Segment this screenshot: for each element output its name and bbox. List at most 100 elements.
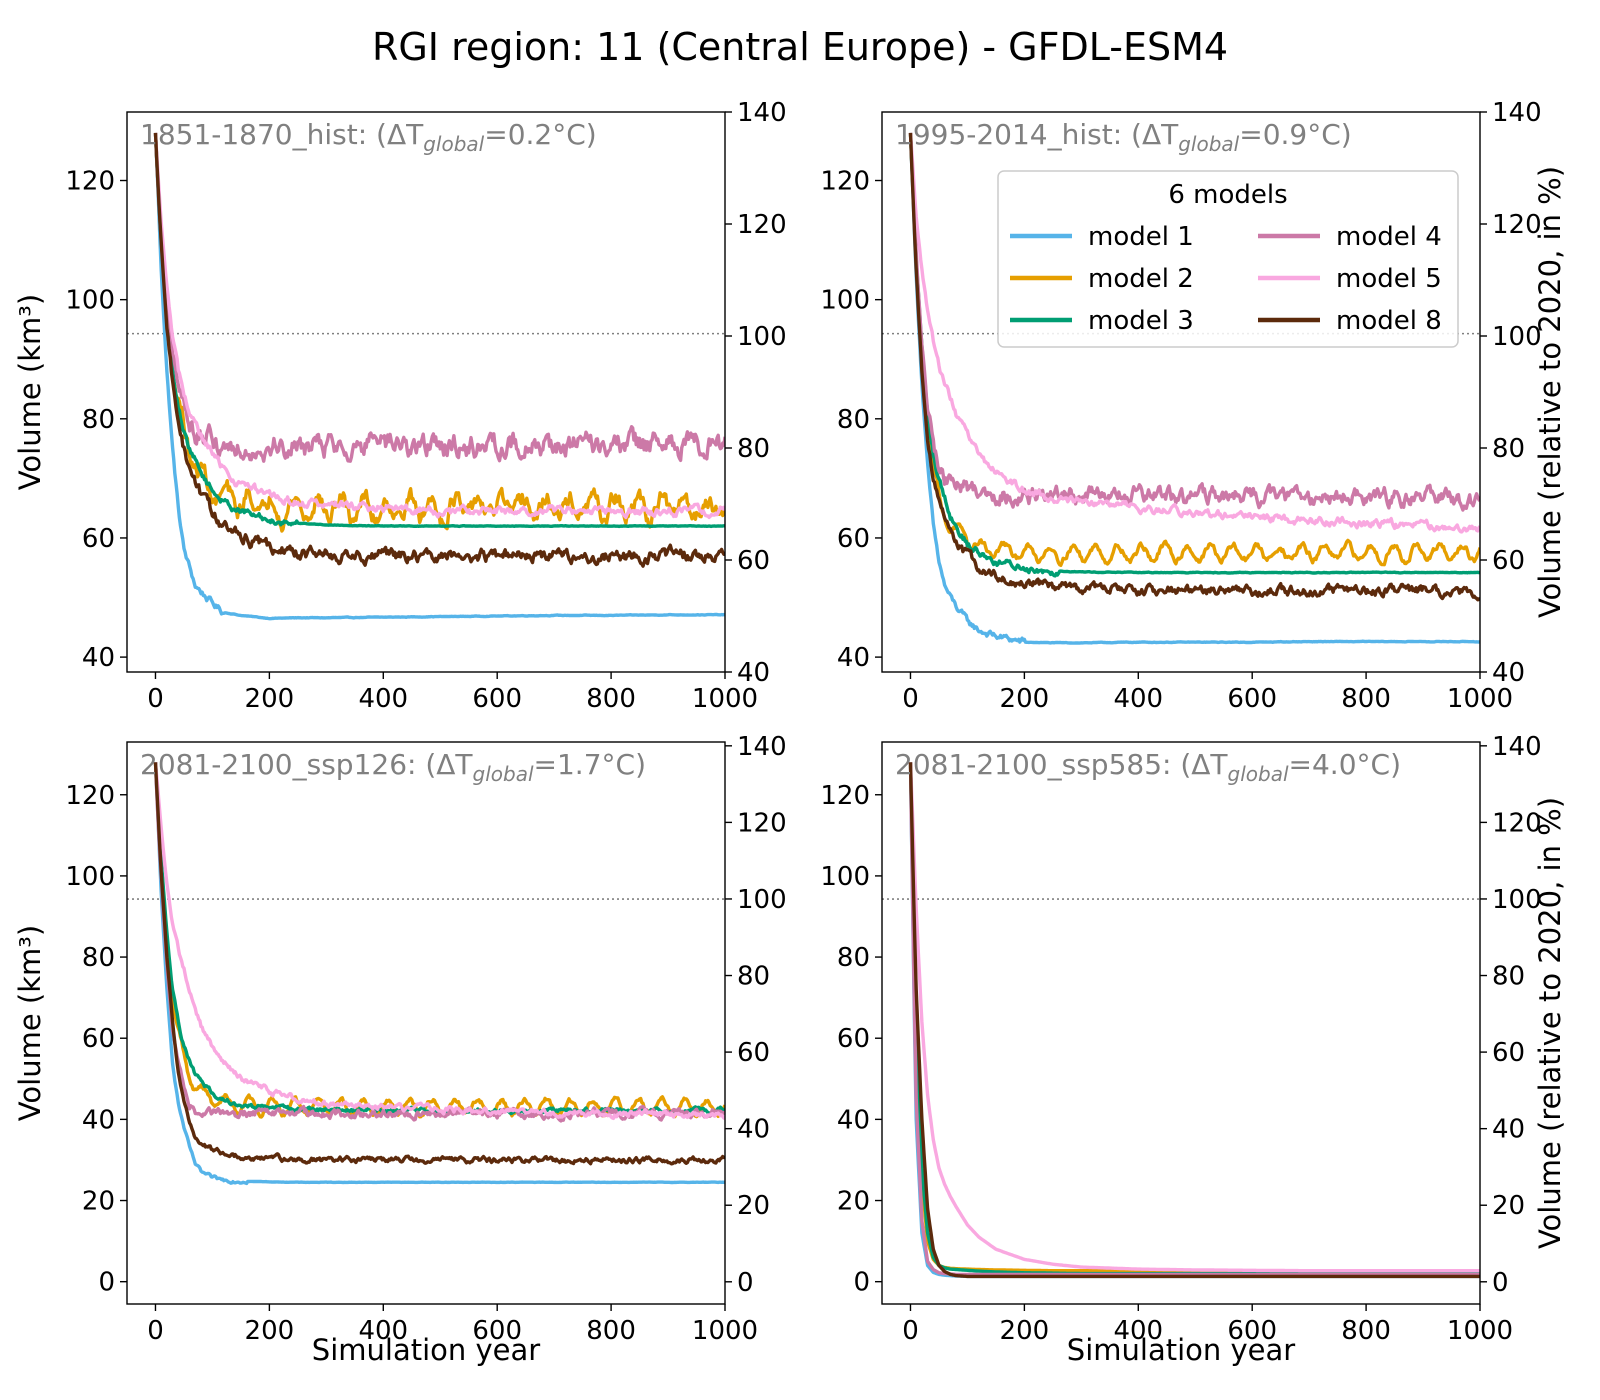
y-tick-label: 100 (65, 862, 115, 892)
y-right-tick-label: 80 (1492, 962, 1525, 992)
series-line-model-1 (156, 762, 726, 1183)
y-right-tick-label: 120 (737, 210, 787, 240)
x-axis-label: Simulation year (312, 1333, 540, 1367)
y-right-tick-label: 20 (737, 1191, 770, 1221)
y-tick-label: 100 (65, 286, 115, 316)
y-right-axis-label: Volume (relative to 2020, in %) (1533, 166, 1567, 618)
y-tick-label: 20 (82, 1187, 115, 1217)
y-right-tick-label: 40 (1492, 658, 1525, 688)
series-line-model-4 (156, 133, 726, 461)
y-right-tick-label: 80 (737, 962, 770, 992)
panel-bottom-right: 0 200 400 600 800 1000 0 20 40 60 80 100 120 0 20 40 60 8… (820, 732, 1567, 1367)
series-line-model-3 (156, 762, 726, 1114)
series-line-model-2 (911, 762, 1481, 1270)
legend-label: model 3 (1088, 306, 1194, 336)
x-tick-label: 0 (147, 1316, 164, 1346)
series-line-model-8 (156, 133, 726, 566)
y-right-tick-label: 140 (737, 98, 787, 128)
y-axis-label: Volume (km³) (13, 294, 47, 490)
x-tick-label: 0 (902, 684, 919, 714)
x-tick-label: 600 (1227, 684, 1277, 714)
y-axis-label: Volume (km³) (13, 925, 47, 1121)
y-tick-label: 40 (837, 643, 870, 673)
series-line-model-4 (911, 762, 1481, 1274)
x-tick-label: 1000 (1447, 684, 1513, 714)
x-tick-label: 400 (1113, 684, 1163, 714)
y-tick-label: 120 (820, 167, 870, 197)
panel-annotation: 1995-2014_hist: (ΔTglobal=0.9°C) (895, 118, 1352, 156)
panel-top-left: 0 200 400 600 800 100040608010012040608010012… (13, 98, 787, 714)
y-right-tick-label: 40 (737, 658, 770, 688)
y-right-tick-label: 80 (737, 434, 770, 464)
y-tick-label: 60 (837, 524, 870, 554)
series-line-model-5 (911, 762, 1481, 1270)
x-tick-label: 1000 (692, 1316, 758, 1346)
series-line-model-8 (911, 762, 1481, 1276)
x-tick-label: 0 (902, 1316, 919, 1346)
y-tick-label: 0 (98, 1268, 115, 1298)
figure-title: RGI region: 11 (Central Europe) - GFDL-E… (372, 25, 1228, 69)
y-right-tick-label: 60 (737, 546, 770, 576)
y-right-tick-label: 40 (1492, 1115, 1525, 1145)
y-right-tick-label: 80 (1492, 434, 1525, 464)
series-line-model-5 (156, 133, 726, 518)
y-right-tick-label: 100 (737, 322, 787, 352)
panel-annotation: 2081-2100_ssp585: (ΔTglobal=4.0°C) (895, 748, 1401, 786)
x-tick-label: 1000 (1447, 1316, 1513, 1346)
x-tick-label: 1000 (692, 684, 758, 714)
axes-frame (882, 742, 1480, 1304)
legend-label: model 2 (1088, 264, 1194, 294)
y-tick-label: 40 (837, 1105, 870, 1135)
panel-annotation: 1851-1870_hist: (ΔTglobal=0.2°C) (140, 118, 597, 156)
x-tick-label: 200 (245, 1316, 295, 1346)
legend-label: model 4 (1336, 222, 1442, 252)
panel-bottom-left: 0 200 400 600 800 1000 0 20 40 60 80 100 120 0 20 40 60 8… (13, 732, 787, 1367)
x-tick-label: 800 (1341, 684, 1391, 714)
series-line-model-1 (911, 762, 1481, 1276)
y-right-tick-label: 120 (737, 808, 787, 838)
x-tick-label: 200 (1000, 684, 1050, 714)
y-tick-label: 60 (837, 1024, 870, 1054)
y-tick-label: 80 (82, 943, 115, 973)
y-tick-label: 0 (853, 1268, 870, 1298)
y-tick-label: 80 (82, 405, 115, 435)
y-tick-label: 120 (65, 781, 115, 811)
y-tick-label: 80 (837, 405, 870, 435)
y-right-tick-label: 140 (1492, 98, 1542, 128)
y-tick-label: 100 (820, 862, 870, 892)
axes-frame (127, 742, 725, 1304)
x-tick-label: 200 (1000, 1316, 1050, 1346)
y-tick-label: 100 (820, 286, 870, 316)
series-line-model-3 (156, 133, 726, 527)
x-axis-label: Simulation year (1067, 1333, 1295, 1367)
x-tick-label: 0 (147, 684, 164, 714)
legend-label: model 1 (1088, 222, 1194, 252)
y-right-tick-label: 20 (1492, 1191, 1525, 1221)
axes-frame (127, 112, 725, 672)
y-right-tick-label: 0 (737, 1268, 754, 1298)
y-right-tick-label: 140 (737, 732, 787, 762)
series-line-model-2 (156, 133, 726, 531)
y-tick-label: 120 (65, 167, 115, 197)
y-tick-label: 20 (837, 1187, 870, 1217)
x-tick-label: 400 (358, 684, 408, 714)
y-tick-label: 40 (82, 1105, 115, 1135)
y-right-axis-label: Volume (relative to 2020, in %) (1533, 797, 1567, 1249)
series-line-model-4 (156, 762, 726, 1121)
series-line-model-3 (911, 762, 1481, 1273)
y-tick-label: 60 (82, 1024, 115, 1054)
y-right-tick-label: 60 (1492, 1038, 1525, 1068)
y-tick-label: 120 (820, 781, 870, 811)
y-right-tick-label: 40 (737, 1115, 770, 1145)
series-line-model-5 (156, 762, 726, 1118)
y-right-tick-label: 0 (1492, 1268, 1509, 1298)
y-right-tick-label: 60 (1492, 546, 1525, 576)
x-tick-label: 200 (245, 684, 295, 714)
x-tick-label: 800 (586, 1316, 636, 1346)
x-tick-label: 800 (1341, 1316, 1391, 1346)
legend-label: model 5 (1336, 264, 1442, 294)
y-tick-label: 40 (82, 643, 115, 673)
y-right-tick-label: 60 (737, 1038, 770, 1068)
x-tick-label: 600 (472, 684, 522, 714)
